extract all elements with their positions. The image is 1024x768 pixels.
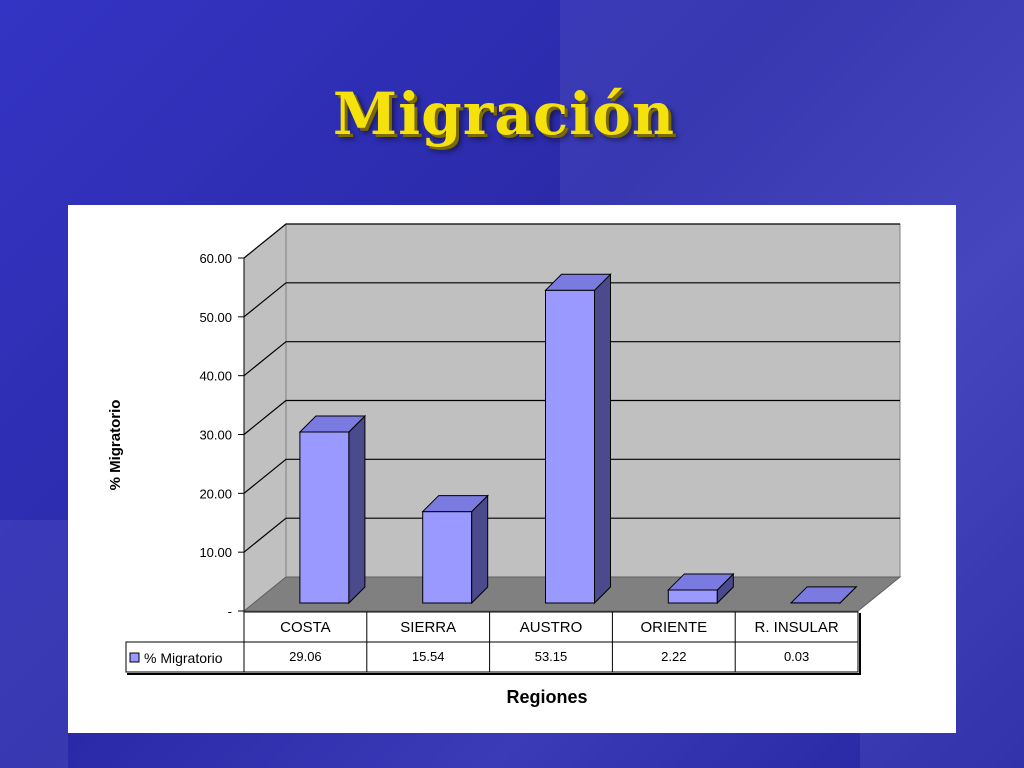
bar-front (667, 589, 718, 604)
x-category-label: AUSTRO (520, 619, 583, 636)
data-value-label: 0.03 (784, 649, 809, 664)
background-building (560, 0, 700, 205)
bar-side (471, 494, 489, 605)
bar-top (298, 415, 367, 433)
background-building (0, 520, 68, 768)
bar-side (348, 414, 366, 605)
data-value-label: 53.15 (535, 649, 568, 664)
gridline (243, 399, 900, 435)
x-category-label: ORIENTE (640, 619, 707, 636)
bar-front (545, 289, 595, 604)
table-shadow (127, 613, 861, 675)
chart-panel: - 10.00 20.00 30.00 40.00 50.00 60.00 COSTA SIE… (68, 205, 956, 733)
legend-label: % Migratorio (144, 650, 223, 666)
bar-chart: - 10.00 20.00 30.00 40.00 50.00 60.00 COSTA SIE… (107, 222, 902, 707)
bar-top (667, 573, 735, 591)
bar-top (421, 495, 489, 513)
x-category-label: R. INSULAR (755, 619, 839, 636)
data-value-label: 15.54 (412, 649, 445, 664)
bar-front (299, 431, 350, 604)
gridline (243, 282, 900, 318)
bar-front (422, 511, 473, 604)
y-tick-label: 40.00 (199, 369, 232, 384)
x-category-label: COSTA (280, 619, 331, 636)
data-value-label: 29.06 (289, 649, 322, 664)
gridline (243, 341, 900, 377)
background-building (700, 0, 860, 205)
legend-swatch (129, 652, 140, 663)
slide-title: Migración (332, 80, 676, 148)
bar-side (594, 273, 611, 605)
table-data-row (125, 641, 859, 673)
table-header-row (243, 611, 859, 643)
x-axis-label: Regiones (506, 687, 587, 707)
y-tick-label: 10.00 (199, 545, 232, 560)
data-value-label: 2.22 (661, 649, 686, 664)
y-axis-label: % Migratorio (107, 400, 124, 491)
bar-top (544, 273, 612, 291)
gridline (243, 223, 900, 259)
x-category-label: SIERRA (400, 619, 456, 636)
y-tick-label: 60.00 (199, 251, 232, 266)
gridline (243, 458, 900, 494)
gridline (243, 517, 900, 553)
bar-top (789, 586, 858, 604)
y-tick-label: - (228, 604, 232, 619)
y-tick-label: 20.00 (199, 486, 232, 501)
y-tick-label: 30.00 (199, 428, 232, 443)
y-tick-label: 50.00 (199, 310, 232, 325)
